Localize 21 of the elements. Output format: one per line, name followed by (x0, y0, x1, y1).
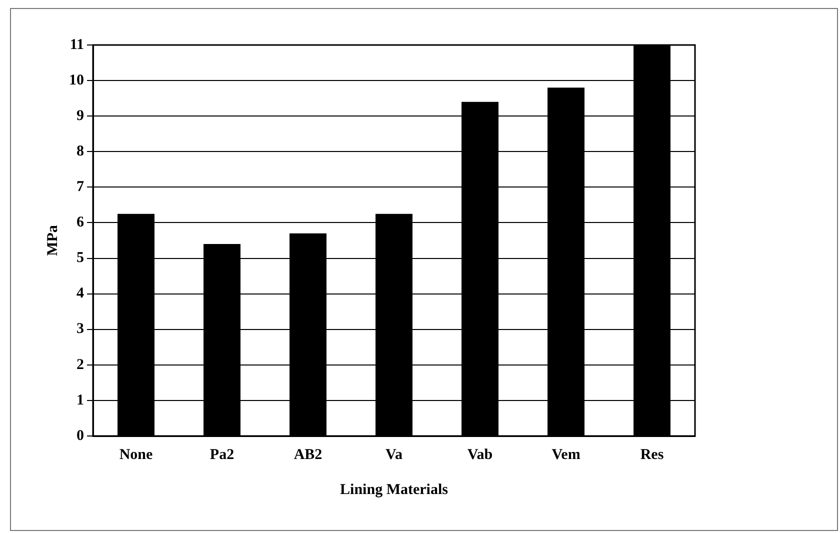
y-tick-label: 9 (76, 108, 84, 124)
x-tick-label: Vab (467, 446, 493, 463)
x-axis-title: Lining Materials (340, 482, 448, 498)
y-tick-label: 7 (76, 179, 84, 196)
y-tick-label: 5 (76, 250, 84, 266)
x-tick-label: Res (640, 446, 664, 463)
y-tick-label: 3 (76, 321, 84, 338)
y-tick-label: 11 (70, 36, 84, 53)
y-tick-label: 2 (76, 356, 84, 373)
x-tick-label: None (119, 446, 154, 463)
y-tick-label: 6 (76, 214, 84, 231)
x-tick-label: Pa2 (210, 446, 234, 463)
x-tick-label: Vem (552, 446, 581, 463)
y-tick-label: 0 (76, 428, 84, 444)
y-axis-title: MPa (44, 224, 61, 256)
y-tick-label: 10 (69, 72, 84, 88)
y-tick-label: 1 (76, 392, 84, 408)
y-tick-label: 8 (76, 144, 84, 160)
y-tick-label: 4 (76, 286, 84, 302)
x-tick-label: AB2 (294, 446, 322, 463)
x-tick-label: Va (386, 446, 403, 463)
